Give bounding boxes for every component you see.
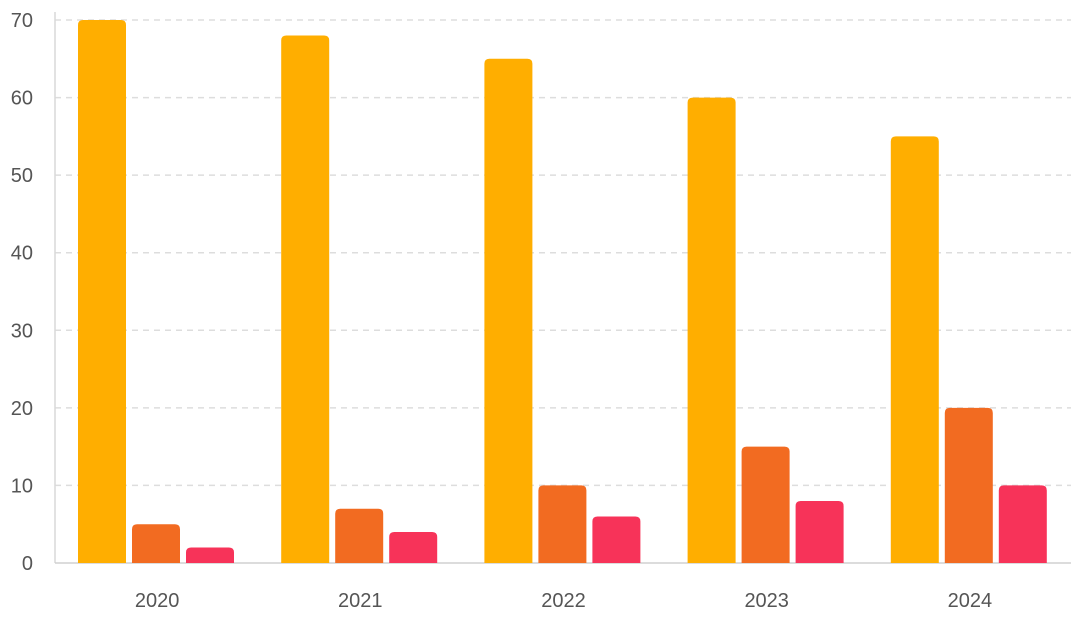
y-tick-label: 30: [11, 320, 33, 342]
x-axis-tick-labels: 2020 2021 2022 2023 2024: [135, 590, 992, 612]
grid-lines: [55, 19, 1071, 487]
x-tick-label: 2024: [948, 590, 993, 612]
bar-2023-series-3: [795, 500, 844, 563]
bar-2024-series-2: [944, 407, 993, 563]
y-tick-label: 20: [11, 398, 33, 420]
y-axis-tick-labels: 0 10 20 30 40 50 60 70: [11, 10, 33, 575]
y-tick-label: 60: [11, 88, 33, 110]
y-tick-label: 10: [11, 475, 33, 497]
bar-2022-series-3: [592, 516, 641, 563]
bar-2024-series-1: [890, 136, 939, 563]
bar-2020-series-2: [132, 524, 180, 563]
bar-2020-series-3: [186, 547, 234, 563]
bar-2021-series-3: [389, 531, 438, 563]
bar-2023-series-1: [687, 97, 736, 564]
bar-2022-series-1: [484, 58, 533, 564]
x-tick-label: 2022: [541, 590, 586, 612]
y-tick-label: 50: [11, 165, 33, 187]
x-tick-label: 2021: [338, 590, 383, 612]
bar-2023-series-2: [741, 446, 790, 563]
bar-2020-series-1: [78, 20, 126, 563]
x-tick-label: 2023: [744, 590, 789, 612]
y-tick-label: 0: [22, 553, 33, 575]
bar-2022-series-2: [538, 485, 587, 563]
bar-2021-series-1: [281, 35, 330, 564]
bar-2021-series-2: [335, 508, 384, 563]
bar-2024-series-3: [998, 485, 1047, 563]
y-tick-label: 40: [11, 243, 33, 265]
x-tick-label: 2020: [135, 590, 180, 612]
y-tick-label: 70: [11, 10, 33, 32]
bars: [78, 20, 1047, 564]
